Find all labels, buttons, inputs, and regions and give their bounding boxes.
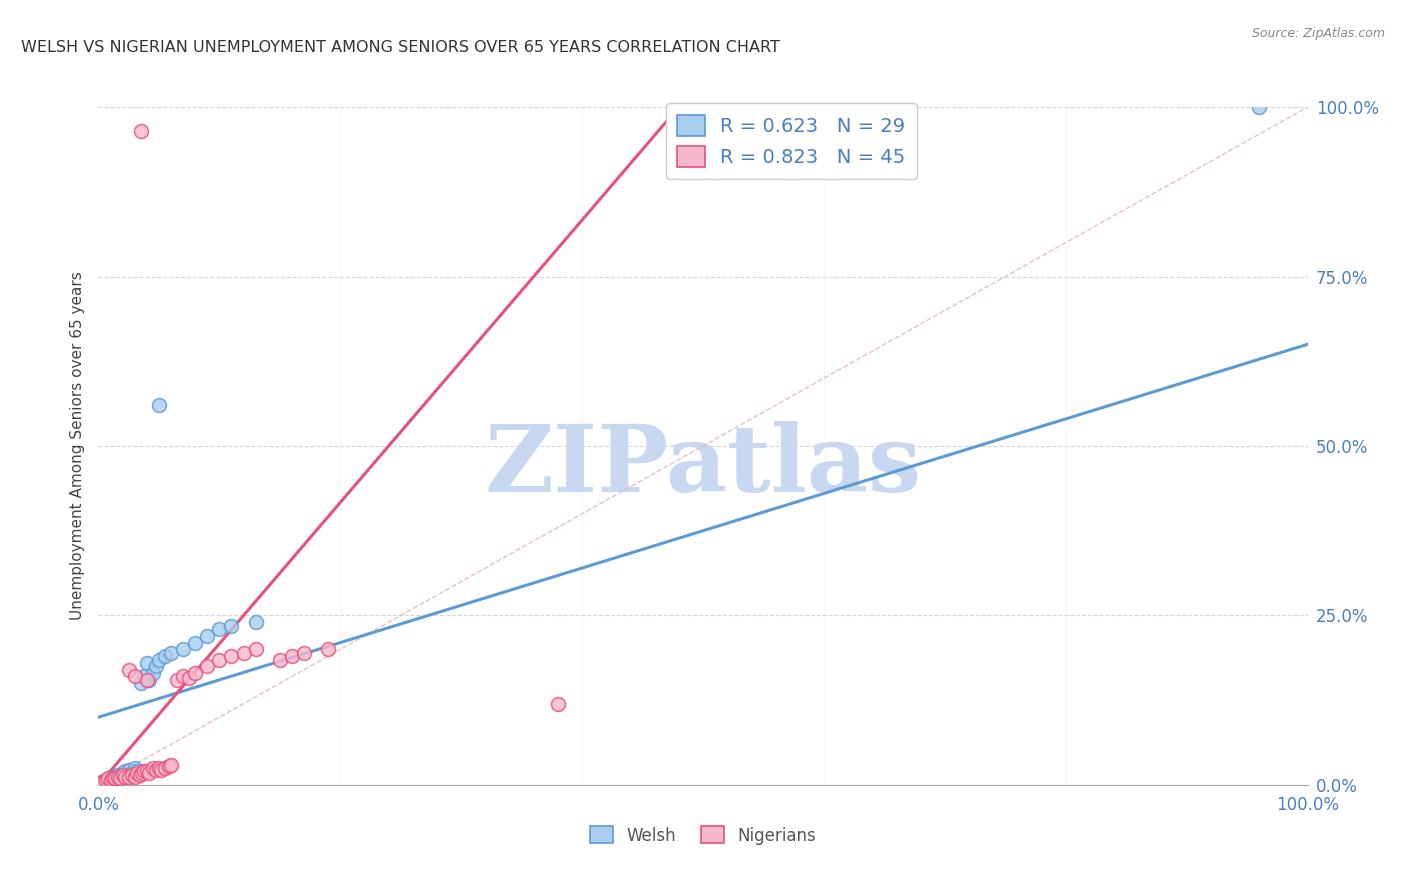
Point [108, 771, 131, 785]
Point [208, 622, 231, 636]
Point [184, 666, 207, 681]
Point [160, 757, 183, 772]
Point [129, 676, 152, 690]
Point [160, 646, 183, 660]
Point [157, 759, 180, 773]
Point [108, 770, 131, 784]
Point [269, 652, 291, 666]
Point [97, 771, 120, 785]
Point [145, 659, 167, 673]
Point [121, 765, 143, 780]
Point [148, 761, 170, 775]
Point [208, 652, 231, 666]
Point [221, 618, 243, 632]
Point [150, 763, 173, 777]
Point [245, 615, 267, 630]
Point [128, 768, 150, 782]
Point [142, 761, 165, 775]
Point [94, 772, 117, 787]
Point [129, 124, 152, 138]
Point [111, 765, 134, 780]
Point [316, 642, 339, 657]
Point [104, 771, 127, 785]
Point [184, 635, 207, 649]
Legend: Welsh, Nigerians: Welsh, Nigerians [583, 820, 823, 851]
Point [111, 768, 134, 782]
Point [124, 669, 146, 683]
Point [292, 646, 315, 660]
Point [142, 666, 165, 681]
Point [145, 763, 167, 777]
Point [127, 764, 149, 779]
Point [245, 642, 267, 657]
Point [153, 761, 176, 775]
Point [138, 673, 160, 687]
Point [105, 768, 128, 782]
Text: ZIPatlas: ZIPatlas [485, 421, 921, 511]
Point [101, 770, 124, 784]
Point [1249, 100, 1271, 114]
Point [93, 774, 115, 789]
Point [114, 770, 136, 784]
Point [138, 765, 160, 780]
Point [166, 673, 188, 687]
Point [118, 663, 141, 677]
Point [135, 656, 157, 670]
Point [148, 652, 170, 666]
Point [135, 673, 157, 687]
Point [195, 659, 218, 673]
Point [90, 774, 112, 789]
Point [127, 765, 149, 780]
Point [114, 764, 136, 779]
Point [221, 649, 243, 664]
Point [97, 772, 120, 787]
Point [124, 770, 146, 784]
Point [118, 763, 141, 777]
Point [172, 669, 194, 683]
Point [148, 398, 170, 412]
Point [135, 764, 157, 779]
Point [118, 770, 141, 784]
Point [134, 764, 156, 779]
Point [107, 770, 129, 784]
Text: WELSH VS NIGERIAN UNEMPLOYMENT AMONG SENIORS OVER 65 YEARS CORRELATION CHART: WELSH VS NIGERIAN UNEMPLOYMENT AMONG SEN… [21, 40, 780, 55]
Point [195, 629, 218, 643]
Text: Source: ZipAtlas.com: Source: ZipAtlas.com [1251, 27, 1385, 40]
Point [101, 771, 124, 785]
Point [100, 771, 122, 785]
Point [91, 774, 114, 789]
Point [281, 649, 304, 664]
Point [100, 772, 122, 787]
Point [131, 765, 153, 780]
Point [232, 646, 254, 660]
Point [172, 642, 194, 657]
Point [153, 649, 176, 664]
Y-axis label: Unemployment Among Seniors over 65 years: Unemployment Among Seniors over 65 years [69, 272, 84, 620]
Point [121, 768, 143, 782]
Point [179, 671, 201, 685]
Point [134, 669, 156, 683]
Point [547, 697, 569, 711]
Point [124, 761, 146, 775]
